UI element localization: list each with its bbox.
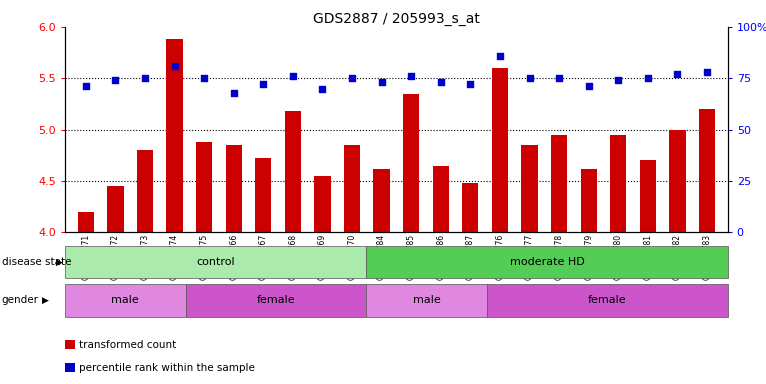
Bar [374,169,390,232]
Bar [669,130,686,232]
Point [286,73,299,79]
Point [523,75,535,81]
Bar [366,284,486,317]
Bar [611,135,627,232]
Point [553,75,565,81]
Point [375,79,388,85]
Point [434,79,447,85]
Point [139,75,151,81]
Bar [403,94,419,232]
Text: female: female [588,295,627,306]
Bar [462,183,479,232]
Text: female: female [257,295,295,306]
Title: GDS2887 / 205993_s_at: GDS2887 / 205993_s_at [313,12,480,26]
Point [257,81,270,88]
Bar [166,39,182,232]
Point [612,77,624,83]
Bar [581,169,597,232]
Point [494,53,506,59]
Point [405,73,417,79]
Point [316,86,329,92]
Bar [551,135,568,232]
Point [583,83,595,89]
Point [464,81,476,88]
Bar [196,142,212,232]
Bar [225,145,242,232]
Bar [344,145,360,232]
Point [642,75,654,81]
Point [671,71,683,77]
Bar [65,284,185,317]
Text: ▶: ▶ [42,296,49,305]
Point [198,75,210,81]
Text: male: male [413,295,440,306]
Bar [107,186,123,232]
Bar [185,284,366,317]
Point [701,69,713,75]
Bar [640,161,656,232]
Text: ▶: ▶ [56,258,63,266]
Bar [137,150,153,232]
Bar [699,109,715,232]
Point [169,63,181,69]
Bar [486,284,728,317]
Bar [366,246,728,278]
Text: control: control [196,257,235,267]
Text: percentile rank within the sample: percentile rank within the sample [79,363,255,373]
Bar [433,166,449,232]
Text: gender: gender [2,295,38,306]
Bar [522,145,538,232]
Bar [314,176,331,232]
Text: disease state: disease state [2,257,71,267]
Bar [492,68,508,232]
Bar [285,111,301,232]
Text: moderate HD: moderate HD [509,257,584,267]
Point [80,83,92,89]
Point [228,89,240,96]
Text: male: male [112,295,139,306]
Point [346,75,358,81]
Text: transformed count: transformed count [79,340,176,350]
Point [110,77,122,83]
Bar [255,158,271,232]
Bar [65,246,366,278]
Bar [77,212,94,232]
